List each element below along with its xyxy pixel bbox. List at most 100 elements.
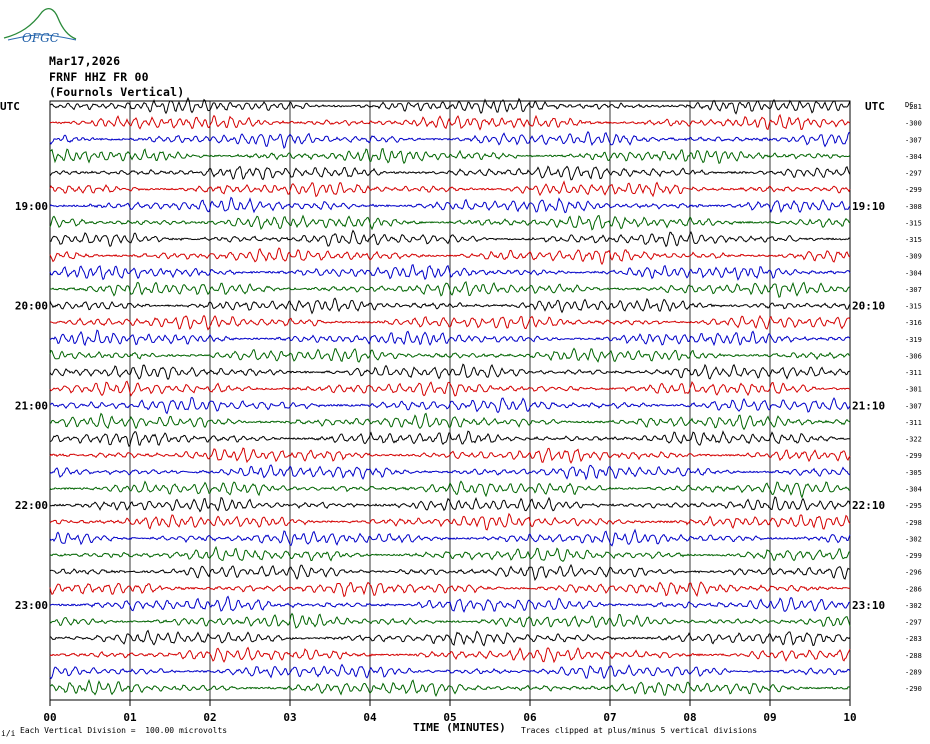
trace-line <box>49 430 851 448</box>
left-time-label: 19:00 <box>15 200 48 213</box>
dc-offset-label: -307 <box>905 286 922 294</box>
right-time-label: 20:10 <box>852 300 885 313</box>
x-tick-label: 03 <box>283 711 296 724</box>
dc-offset-label: -311 <box>905 369 922 377</box>
dc-offset-label: -315 <box>905 236 922 244</box>
dc-offset-label: -319 <box>905 336 922 344</box>
location-label: (Fournols Vertical) <box>49 85 185 99</box>
dc-offset-label: -300 <box>905 120 922 128</box>
division-note: Each Vertical Division = 100.00 microvol… <box>20 726 228 735</box>
trace-line <box>49 412 851 431</box>
dc-offset-label: -304 <box>905 153 922 161</box>
date-label: Mar17,2026 <box>49 54 121 68</box>
trace-line <box>49 180 851 198</box>
trace-line <box>49 196 851 214</box>
x-tick-label: 04 <box>363 711 377 724</box>
trace-line <box>49 297 851 315</box>
left-time-label: 23:00 <box>15 599 48 612</box>
trace-line <box>49 447 851 464</box>
dc-offset-label: -316 <box>905 319 922 327</box>
trace-line <box>49 629 851 647</box>
right-time-label: 21:10 <box>852 399 885 412</box>
trace-line <box>49 512 851 531</box>
dc-offset-label: -297 <box>905 619 922 627</box>
trace-line <box>49 363 851 381</box>
dc-offset-label: -296 <box>905 569 922 577</box>
trace-line <box>49 528 851 547</box>
x-tick-label: 00 <box>43 711 56 724</box>
dc-offset-label: -299 <box>905 186 922 194</box>
trace-line <box>50 281 851 298</box>
right-time-label: 23:10 <box>852 599 885 612</box>
x-tick-label: 02 <box>203 711 216 724</box>
dc-offset-label: -306 <box>905 352 922 360</box>
seismic-traces <box>49 96 851 697</box>
dc-offset-label: -315 <box>905 303 922 311</box>
trace-line <box>49 496 851 513</box>
x-tick-label: 06 <box>523 711 537 724</box>
trace-line <box>49 113 851 131</box>
dc-offset-label: -308 <box>905 203 922 211</box>
dc-offset-label: -304 <box>905 269 922 277</box>
dc-offset-label: -309 <box>905 253 922 261</box>
trace-line <box>49 581 851 598</box>
x-axis-title: TIME (MINUTES) <box>413 721 506 734</box>
x-tick-label: 07 <box>603 711 616 724</box>
right-utc-label: UTC <box>865 100 885 113</box>
dc-offset-label: -311 <box>905 419 922 427</box>
dc-offset-label: -302 <box>905 602 922 610</box>
trace-line <box>49 329 851 347</box>
axis-labels: 00 01 02 03 04 05 06 07 08 09 10 UTC UTC DC 19:00 20:00… <box>0 100 922 724</box>
ofgc-logo: OFGC <box>3 7 77 45</box>
right-time-label: 19:10 <box>852 200 885 213</box>
trace-line <box>49 663 851 680</box>
left-utc-label: UTC <box>0 100 20 113</box>
trace-line <box>49 263 851 281</box>
trace-line <box>49 96 851 115</box>
dc-offset-label: -290 <box>905 685 922 693</box>
trace-line <box>49 214 851 231</box>
dc-offset-label: -307 <box>905 136 922 144</box>
trace-line <box>49 314 851 331</box>
trace-line <box>49 545 850 562</box>
dc-offset-label: -295 <box>905 502 922 510</box>
trace-line <box>49 147 851 165</box>
logo-text: OFGC <box>22 31 59 45</box>
dc-offset-label: -322 <box>905 436 922 444</box>
dc-offset-label: -281 <box>905 103 922 111</box>
trace-line <box>49 380 851 397</box>
dc-offset-label: -305 <box>905 469 922 477</box>
dc-offset-label: -304 <box>905 485 922 493</box>
x-tick-label: 08 <box>683 711 696 724</box>
trace-line <box>49 229 851 248</box>
station-label: FRNF HHZ FR 00 <box>49 70 149 84</box>
trace-line <box>49 464 851 481</box>
dc-offset-label: -288 <box>905 652 922 660</box>
dc-offset-label: -299 <box>905 452 922 460</box>
corner-mark: i/i <box>1 729 16 738</box>
trace-line <box>49 646 851 664</box>
dc-offset-label: -315 <box>905 219 922 227</box>
x-tick-label: 09 <box>763 711 776 724</box>
clip-note: Traces clipped at plus/minus 5 vertical … <box>521 726 758 735</box>
trace-line <box>49 480 850 499</box>
dc-offset-label: -299 <box>905 552 922 560</box>
dc-label: DC <box>905 101 913 109</box>
dc-offset-label: -301 <box>905 386 922 394</box>
dc-offset-label: -297 <box>905 170 922 178</box>
dc-offset-label: -286 <box>905 585 922 593</box>
trace-line <box>49 130 851 150</box>
x-tick-label: 05 <box>443 711 456 724</box>
grid-lines <box>49 100 851 706</box>
trace-line <box>49 612 851 629</box>
dc-offset-label: -289 <box>905 668 922 676</box>
trace-line <box>49 563 851 581</box>
trace-line <box>49 678 851 697</box>
left-time-label: 20:00 <box>15 300 48 313</box>
trace-line <box>49 247 851 266</box>
trace-line <box>49 347 851 363</box>
dc-offset-label: -298 <box>905 519 922 527</box>
trace-line <box>49 165 851 181</box>
left-time-label: 22:00 <box>15 499 48 512</box>
